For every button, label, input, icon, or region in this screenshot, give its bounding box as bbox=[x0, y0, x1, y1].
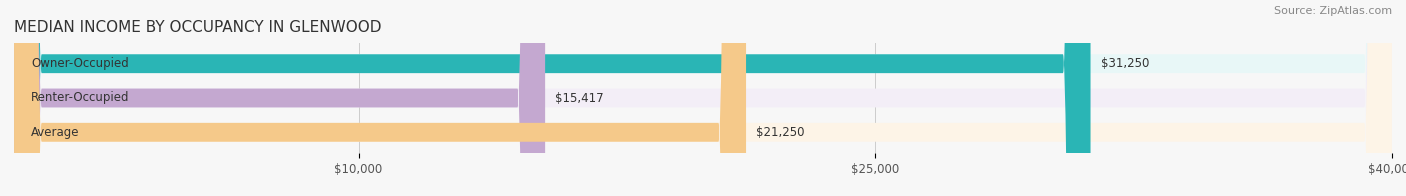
Text: $21,250: $21,250 bbox=[756, 126, 804, 139]
FancyBboxPatch shape bbox=[14, 0, 1392, 196]
FancyBboxPatch shape bbox=[14, 0, 747, 196]
Text: Renter-Occupied: Renter-Occupied bbox=[31, 92, 129, 104]
Text: Source: ZipAtlas.com: Source: ZipAtlas.com bbox=[1274, 6, 1392, 16]
Text: Owner-Occupied: Owner-Occupied bbox=[31, 57, 129, 70]
FancyBboxPatch shape bbox=[14, 0, 1392, 196]
FancyBboxPatch shape bbox=[14, 0, 546, 196]
Text: $31,250: $31,250 bbox=[1101, 57, 1149, 70]
Text: Average: Average bbox=[31, 126, 80, 139]
FancyBboxPatch shape bbox=[14, 0, 1392, 196]
Text: MEDIAN INCOME BY OCCUPANCY IN GLENWOOD: MEDIAN INCOME BY OCCUPANCY IN GLENWOOD bbox=[14, 20, 381, 35]
FancyBboxPatch shape bbox=[14, 0, 1091, 196]
Text: $15,417: $15,417 bbox=[555, 92, 605, 104]
